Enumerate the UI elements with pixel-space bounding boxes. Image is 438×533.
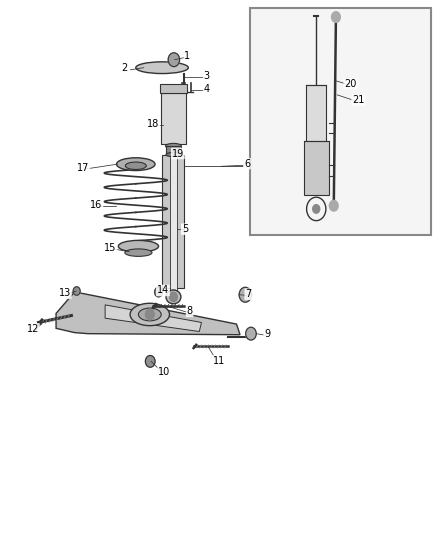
Text: 3: 3: [204, 71, 210, 80]
Text: 11: 11: [213, 356, 225, 366]
Ellipse shape: [166, 290, 181, 304]
Text: 2: 2: [121, 63, 127, 73]
Text: 4: 4: [204, 84, 210, 94]
Text: 7: 7: [245, 289, 251, 299]
Text: 14: 14: [157, 286, 169, 295]
Ellipse shape: [136, 62, 188, 74]
Text: 8: 8: [187, 306, 193, 316]
Bar: [160, 84, 187, 93]
Ellipse shape: [130, 303, 170, 326]
Ellipse shape: [118, 240, 159, 252]
Ellipse shape: [117, 158, 155, 171]
Bar: [304, 141, 328, 195]
Text: 5: 5: [182, 224, 188, 234]
Circle shape: [145, 356, 155, 367]
Text: 18: 18: [147, 119, 159, 128]
Text: 9: 9: [264, 329, 270, 339]
Ellipse shape: [138, 308, 161, 321]
Circle shape: [246, 327, 256, 340]
Text: 13: 13: [59, 288, 71, 298]
Circle shape: [145, 309, 154, 320]
Circle shape: [73, 287, 80, 295]
Circle shape: [239, 287, 251, 302]
Circle shape: [170, 292, 177, 302]
Text: 21: 21: [352, 95, 364, 105]
Circle shape: [155, 287, 162, 297]
Text: 16: 16: [90, 200, 102, 210]
Text: 1: 1: [184, 51, 191, 61]
Bar: [161, 93, 186, 144]
Ellipse shape: [125, 162, 146, 169]
Bar: [162, 155, 184, 288]
Polygon shape: [56, 292, 240, 335]
Ellipse shape: [166, 152, 181, 157]
Bar: [166, 146, 181, 155]
Text: 10: 10: [158, 367, 170, 377]
Circle shape: [329, 200, 338, 211]
Text: 19: 19: [172, 149, 184, 158]
Text: 20: 20: [344, 79, 357, 88]
Circle shape: [313, 205, 320, 213]
Ellipse shape: [125, 249, 152, 256]
Text: 15: 15: [104, 243, 117, 253]
Text: 6: 6: [244, 159, 250, 168]
Polygon shape: [105, 305, 201, 332]
Text: 12: 12: [27, 324, 39, 334]
Bar: [306, 85, 326, 144]
Circle shape: [332, 12, 340, 22]
Ellipse shape: [166, 143, 181, 149]
Circle shape: [168, 53, 180, 67]
FancyBboxPatch shape: [250, 8, 431, 235]
Text: 17: 17: [77, 163, 89, 173]
Bar: [170, 155, 177, 296]
